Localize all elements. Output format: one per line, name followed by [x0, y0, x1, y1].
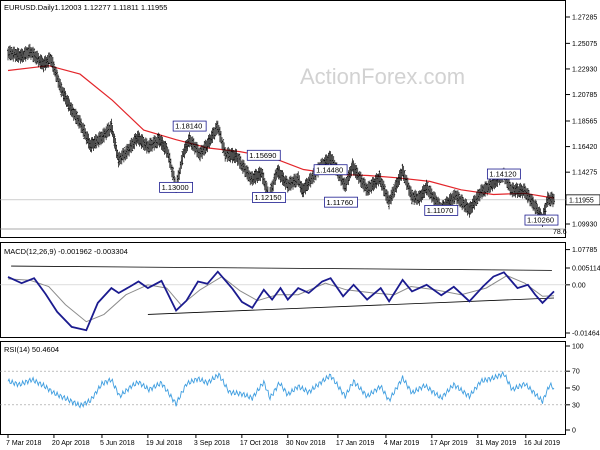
- date-tick-label: 5 Jun 2018: [100, 440, 135, 447]
- macd-tick-label: 0.00: [572, 282, 586, 289]
- macd-axis: 0.005114 0.00 -0.014647: [566, 266, 600, 338]
- rsi-tick-label: 70: [572, 369, 580, 376]
- level-label: 1.14120: [489, 170, 516, 179]
- level-label: 1.18140: [175, 122, 202, 131]
- level-box: [313, 164, 348, 176]
- current-price-label: 1.11955: [569, 197, 594, 204]
- rsi-tick-label: 0: [572, 428, 576, 435]
- ma-line-group: [7, 65, 555, 199]
- price-tick-label: 1.16420: [572, 144, 597, 151]
- rsi-line: [7, 370, 555, 409]
- symbol-label: EURUSD: [4, 3, 36, 12]
- price-tick-label: 1.27285: [572, 15, 597, 22]
- level-label: 1.13000: [162, 183, 189, 192]
- macd-tick-label: 0.005114: [572, 266, 600, 273]
- price-line-group: [7, 43, 555, 228]
- price-tick-label: 1.09930: [572, 222, 597, 229]
- price-tick-label: 1.18565: [572, 119, 597, 126]
- macd-lines: [0, 265, 566, 332]
- macd-main-line: [7, 270, 555, 332]
- date-axis: 7 Mar 2018 20 Apr 2018 5 Jun 2018 19 Jul 20…: [6, 434, 560, 447]
- date-tick-label: 17 Jan 2019: [336, 440, 375, 447]
- rsi-panel: RSI(14) 50.4604: [0, 341, 566, 435]
- price-tick-label: 1.22930: [572, 66, 597, 73]
- price-tick-label: 1.25075: [572, 41, 597, 48]
- level-box: [524, 214, 559, 226]
- ohlc-label: 1.12003 1.12277 1.11811 1.11955: [54, 3, 167, 12]
- watermark: ActionForex.com: [300, 64, 465, 89]
- level-box: [486, 168, 521, 180]
- rsi-panel-frame: [0, 341, 566, 435]
- macd-label: MACD(12,26,9) -0.001962 -0.003304: [4, 247, 128, 256]
- macd-trendline-lower: [147, 297, 555, 315]
- current-price-box: [565, 194, 600, 206]
- level-box: [424, 205, 459, 216]
- price-tick-label: 1.14275: [572, 170, 597, 177]
- level-box: [324, 196, 358, 208]
- macd-trendline-upper: [11, 265, 552, 271]
- level-label: 1.12150: [254, 193, 281, 202]
- level-box: [252, 192, 286, 203]
- date-tick-label: 20 Apr 2018: [52, 440, 90, 447]
- date-tick-label: 31 May 2019: [476, 440, 517, 447]
- rsi-label: RSI(14) 50.4604: [4, 345, 59, 354]
- date-tick-label: 19 Jul 2018: [146, 440, 182, 447]
- ma-line: [7, 65, 555, 199]
- level-label: 1.14480: [316, 165, 343, 174]
- level-box: [246, 149, 281, 161]
- price-grid: [0, 199, 566, 230]
- price-axis: 1.27285 1.25075 1.22930 1.20785 1.18565 1.164…: [565, 15, 600, 254]
- macd-signal-line: [7, 275, 555, 323]
- macd-panel: MACD(12,26,9) -0.001962 -0.003304: [0, 242, 566, 338]
- macd-panel-frame: [0, 242, 566, 338]
- date-tick-label: 7 Mar 2018: [6, 440, 42, 447]
- date-tick-label: 17 Apr 2019: [430, 440, 468, 447]
- date-tick-label: 16 Jul 2019: [524, 440, 560, 447]
- price-tick-label: 1.07785: [572, 247, 597, 254]
- date-tick-label: 17 Oct 2018: [240, 440, 278, 447]
- macd-tick-label: -0.014647: [572, 331, 600, 338]
- header-dot: .: [36, 3, 38, 12]
- price-tick-label: 1.20785: [572, 92, 597, 99]
- level-label: 1.11760: [327, 198, 354, 207]
- date-tick-label: 3 Sep 2018: [194, 440, 230, 447]
- price-panel-frame: [0, 0, 566, 238]
- rsi-tick-label: 30: [572, 402, 580, 409]
- level-labels: 1.18140 1.13000 1.15690 1.12150 1.14480 1.117…: [159, 120, 559, 226]
- chart-header: EURUSD.Daily1.12003 1.12277 1.11811 1.11…: [4, 3, 167, 12]
- fib-label: 78.6: [553, 229, 567, 236]
- price-panel: ActionForex.com EURUSD.Daily1.12003 1.12…: [0, 0, 567, 238]
- level-label: 1.15690: [249, 151, 276, 160]
- rsi-axis: 100 70 50 30 0: [566, 344, 584, 435]
- timeframe-label: Daily: [38, 3, 55, 12]
- rsi-tick-label: 50: [572, 386, 580, 393]
- date-tick-label: 4 Mar 2019: [384, 440, 420, 447]
- level-box: [172, 120, 207, 132]
- level-box: [159, 181, 193, 193]
- rsi-lines: [0, 370, 566, 409]
- level-label: 1.11070: [427, 206, 454, 215]
- rsi-tick-label: 100: [572, 344, 584, 351]
- level-label: 1.10260: [527, 216, 554, 225]
- date-tick-label: 30 Nov 2018: [286, 440, 326, 447]
